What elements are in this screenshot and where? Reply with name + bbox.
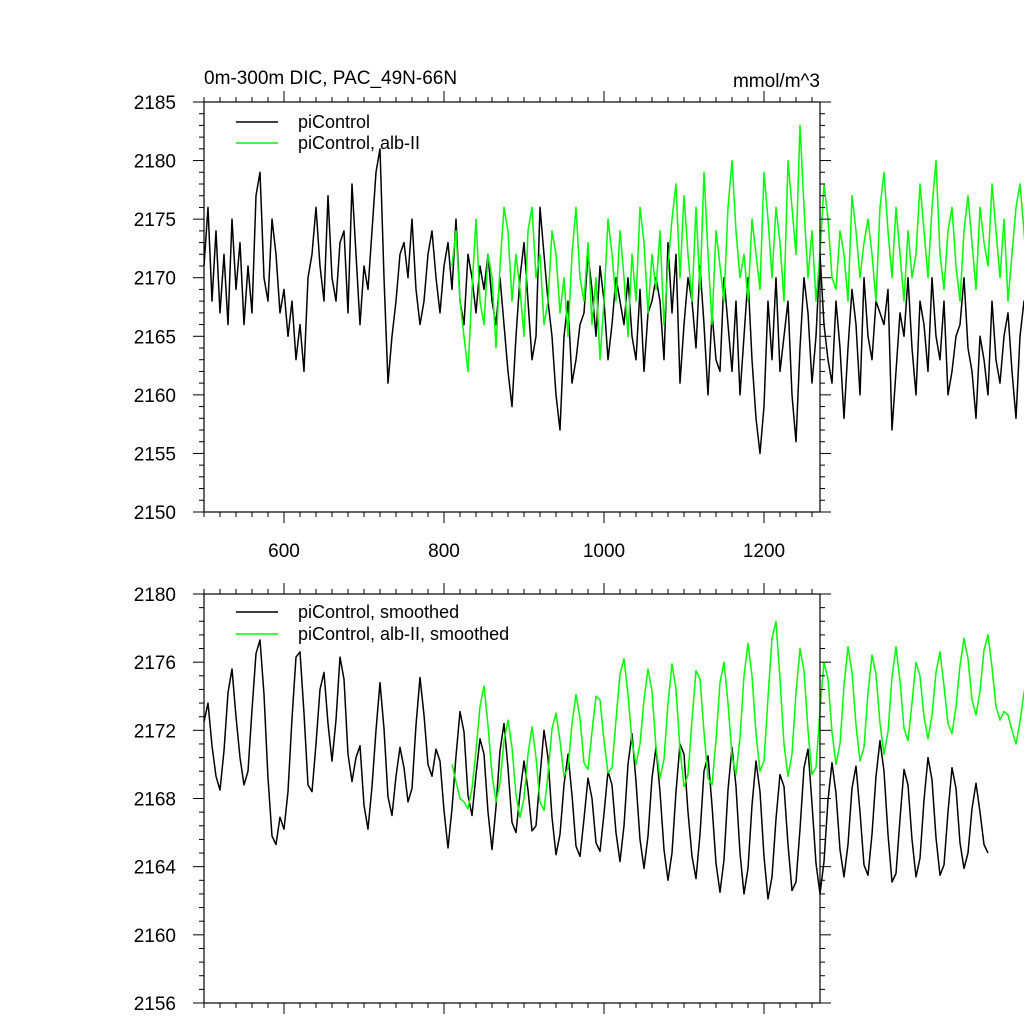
x-tick-label: 800 xyxy=(428,541,460,562)
top-panel-legend: piControl piControl, alb-II xyxy=(236,112,420,153)
x-tick-label: 1000 xyxy=(583,541,625,562)
bottom-panel-series xyxy=(203,620,1024,900)
plot-frame xyxy=(203,101,821,513)
y-tick-label: 2172 xyxy=(134,721,176,742)
y-tick-label: 2168 xyxy=(134,790,176,811)
top-panel: 0m-300m DIC, PAC_49N-66N mmol/m^3 600 800… xyxy=(134,68,1024,562)
y-tick-label: 2185 xyxy=(134,93,176,114)
legend-label-picontrol-smoothed: piControl, smoothed xyxy=(298,602,459,622)
bottom-panel: 2156 2160 2164 2168 2172 2176 2180 piControl, … xyxy=(134,583,1024,1015)
series-line-picontrol-alb-ii xyxy=(451,124,1024,373)
top-panel-axes: 600 800 1000 1200 2150 2155 2160 2165 2170 2175 21… xyxy=(134,91,831,562)
legend-label-alb-ii-smoothed: piControl, alb-II, smoothed xyxy=(298,624,509,644)
top-panel-series xyxy=(203,124,1024,455)
y-tick-label: 2170 xyxy=(134,269,176,290)
y-tick-label: 2150 xyxy=(134,503,176,524)
y-tick-label: 2155 xyxy=(134,444,176,465)
y-tick-label: 2180 xyxy=(134,152,176,173)
x-tick-label: 1200 xyxy=(743,541,785,562)
y-tick-label: 2164 xyxy=(134,858,177,879)
y-tick-label: 2160 xyxy=(134,926,176,947)
y-tick-label: 2176 xyxy=(134,653,176,674)
x-tick-label: 600 xyxy=(268,541,300,562)
series-line-picontrol-smoothed xyxy=(203,639,989,900)
y-tick-label: 2160 xyxy=(134,386,176,407)
y-tick-label: 2156 xyxy=(134,994,176,1015)
top-panel-title: 0m-300m DIC, PAC_49N-66N xyxy=(204,68,457,89)
series-line-picontrol-alb-ii-smoothed xyxy=(451,620,1024,818)
top-panel-units: mmol/m^3 xyxy=(733,71,820,92)
bottom-panel-legend: piControl, smoothed piControl, alb-II, s… xyxy=(236,602,509,644)
legend-label-picontrol: piControl xyxy=(298,112,370,132)
y-tick-label: 2180 xyxy=(134,585,176,606)
y-tick-label: 2165 xyxy=(134,327,176,348)
bottom-panel-axes: 2156 2160 2164 2168 2172 2176 2180 xyxy=(134,583,831,1015)
series-line-picontrol xyxy=(203,148,1024,455)
legend-label-alb-ii: piControl, alb-II xyxy=(298,133,420,153)
y-tick-label: 2175 xyxy=(134,210,176,231)
